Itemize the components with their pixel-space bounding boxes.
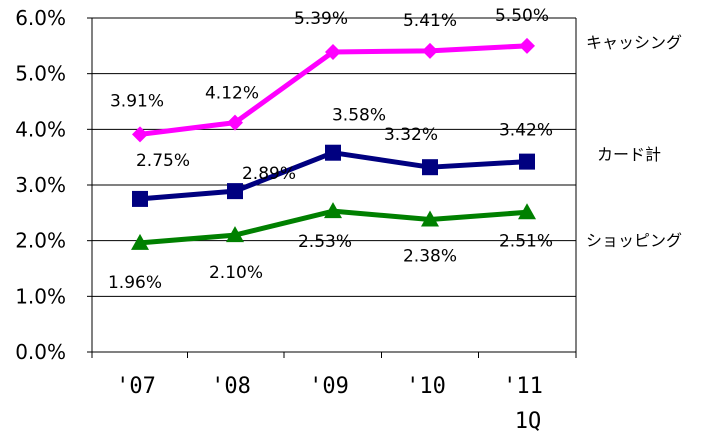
x-tick-label: '10 (406, 374, 446, 399)
y-tick-label: 0.0% (15, 340, 66, 364)
data-point-triangle (421, 210, 439, 227)
y-tick-label: 1.0% (15, 284, 66, 308)
data-label: 5.39% (294, 9, 348, 29)
data-point-diamond (227, 114, 243, 131)
y-tick-label: 6.0% (15, 6, 66, 30)
data-point-square (422, 159, 438, 176)
data-label: 3.58% (332, 106, 386, 126)
data-label: 4.12% (205, 84, 259, 104)
data-point-square (325, 144, 341, 161)
data-label: 2.53% (298, 232, 352, 252)
data-label: 2.75% (136, 151, 190, 171)
data-label: 2.10% (209, 263, 263, 283)
data-point-square (519, 153, 535, 170)
y-tick-label: 5.0% (15, 62, 66, 86)
data-label: 2.89% (242, 164, 296, 184)
y-tick-label: 2.0% (15, 229, 66, 253)
x-tick-label: '08 (211, 374, 251, 399)
data-label: 5.50% (495, 6, 549, 26)
x-tick-label: '07 (116, 374, 156, 399)
series-label: キャッシング (586, 33, 682, 52)
data-label: 3.91% (110, 91, 164, 111)
series-label: カード計 (597, 145, 661, 164)
series-label: ショッピング (586, 231, 682, 250)
y-tick-label: 3.0% (15, 173, 66, 197)
data-point-triangle (131, 233, 149, 250)
y-tick-label: 4.0% (15, 117, 66, 141)
x-tick-label: '09 (309, 374, 349, 399)
x-tick-label: '11 (503, 374, 543, 399)
data-point-diamond (325, 43, 341, 60)
x-tick-sublabel: 1Q (515, 409, 542, 434)
data-label: 2.38% (403, 247, 457, 267)
data-point-square (132, 190, 148, 207)
data-point-diamond (519, 37, 535, 54)
data-point-triangle (226, 226, 244, 243)
data-label: 5.41% (403, 11, 457, 31)
data-label: 2.51% (499, 231, 553, 251)
data-label: 1.96% (108, 273, 162, 293)
data-point-square (227, 183, 243, 200)
data-point-diamond (422, 42, 438, 59)
data-point-triangle (324, 202, 342, 219)
data-label: 3.32% (384, 125, 438, 145)
data-label: 3.42% (499, 121, 553, 141)
data-point-diamond (132, 126, 148, 143)
data-point-triangle (518, 203, 536, 220)
